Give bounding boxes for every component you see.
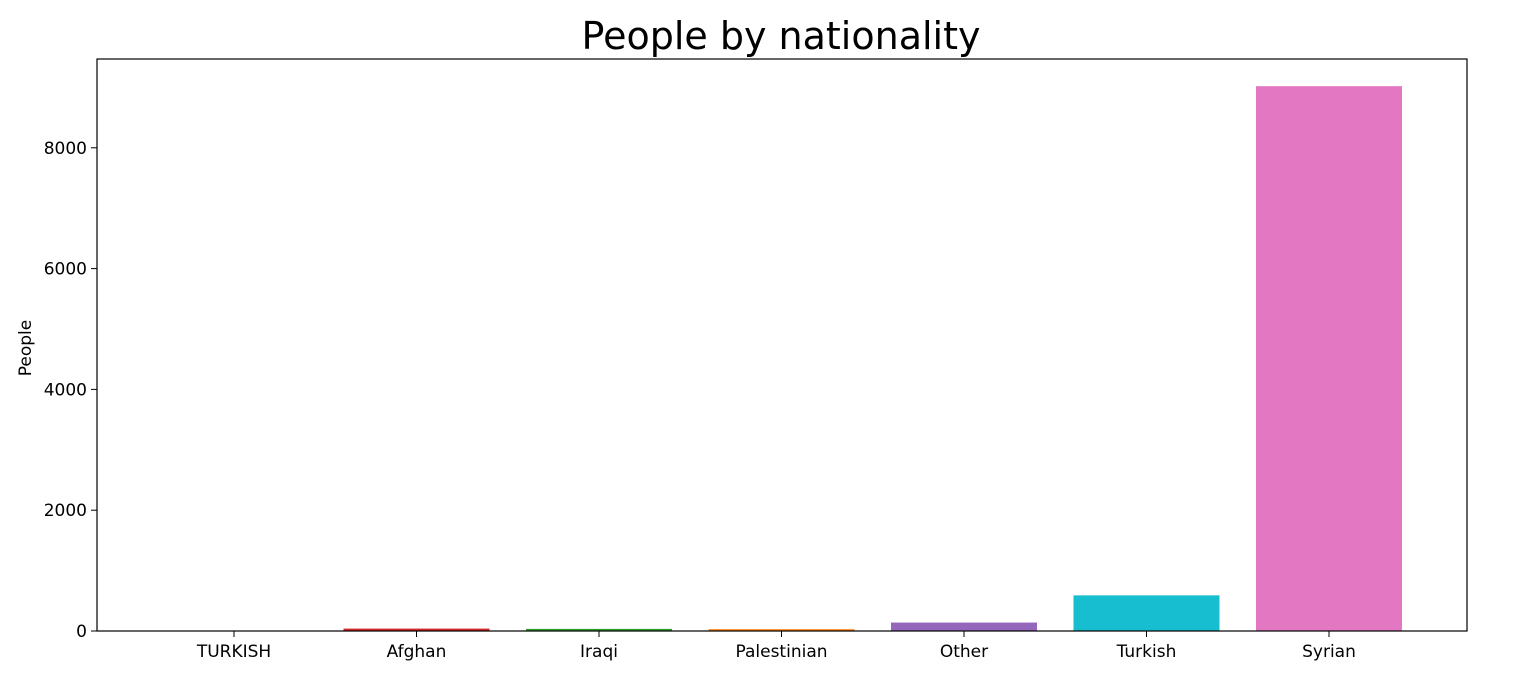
y-tick-label: 4000 (44, 380, 87, 400)
plot-frame (96, 58, 1468, 632)
y-axis-label: People (16, 320, 36, 376)
bar-turkish (1073, 595, 1220, 631)
x-tick-label: Palestinian (735, 642, 827, 662)
chart-title: People by nationality (582, 14, 981, 58)
x-axis: TURKISH Afghan Iraqi Palestinian Other Turkis… (196, 631, 1356, 662)
y-tick-label: 8000 (44, 139, 87, 159)
y-axis: 0 2000 4000 6000 8000 (44, 139, 97, 642)
bar-palestinian (708, 629, 855, 631)
bar-afghan (343, 628, 490, 631)
bar-other (891, 622, 1037, 631)
y-tick-label: 2000 (44, 501, 87, 521)
bar-iraqi (526, 628, 672, 631)
x-tick-label: Other (940, 642, 988, 662)
bars-layer (161, 86, 1402, 632)
bar-syrian (1256, 86, 1402, 632)
y-tick-label: 0 (76, 622, 87, 642)
x-tick-label: Syrian (1302, 642, 1356, 662)
x-tick-label: Iraqi (580, 642, 618, 662)
x-tick-label: Turkish (1116, 642, 1177, 662)
x-tick-label: Afghan (387, 642, 447, 662)
y-tick-label: 6000 (44, 260, 87, 280)
x-tick-label: TURKISH (196, 642, 271, 662)
